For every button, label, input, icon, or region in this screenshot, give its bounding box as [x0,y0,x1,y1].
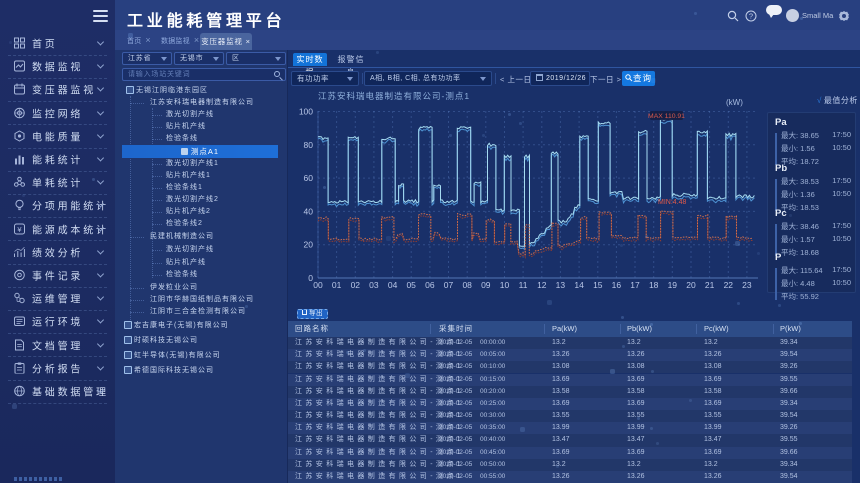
svg-text:07: 07 [444,280,454,290]
svg-text:08: 08 [462,280,472,290]
svg-text:05: 05 [406,280,416,290]
svg-text:MAX 110.91: MAX 110.91 [648,113,685,120]
svg-text:100: 100 [299,107,313,117]
svg-text:80: 80 [304,140,314,150]
svg-text:09: 09 [481,280,491,290]
svg-text:04: 04 [388,280,398,290]
svg-text:02: 02 [351,280,361,290]
svg-text:18: 18 [649,280,659,290]
svg-text:10: 10 [500,280,510,290]
svg-text:00: 00 [313,280,323,290]
svg-text:06: 06 [425,280,435,290]
svg-text:¥: ¥ [17,224,22,233]
svg-text:03: 03 [369,280,379,290]
svg-text:19: 19 [668,280,678,290]
svg-text:60: 60 [304,173,314,183]
svg-text:15: 15 [593,280,603,290]
svg-text:40: 40 [304,206,314,216]
svg-text:20: 20 [304,240,314,250]
svg-text:20: 20 [686,280,696,290]
svg-text:22: 22 [724,280,734,290]
svg-text:?: ? [749,12,753,21]
svg-text:21: 21 [705,280,715,290]
svg-text:16: 16 [612,280,622,290]
svg-text:14: 14 [574,280,584,290]
svg-text:01: 01 [332,280,342,290]
svg-text:23: 23 [742,280,752,290]
svg-text:12: 12 [537,280,547,290]
svg-text:MIN:4.48: MIN:4.48 [658,199,687,206]
svg-text:11: 11 [519,280,528,290]
svg-text:0: 0 [308,273,313,283]
svg-text:13: 13 [556,280,566,290]
svg-text:17: 17 [630,280,640,290]
